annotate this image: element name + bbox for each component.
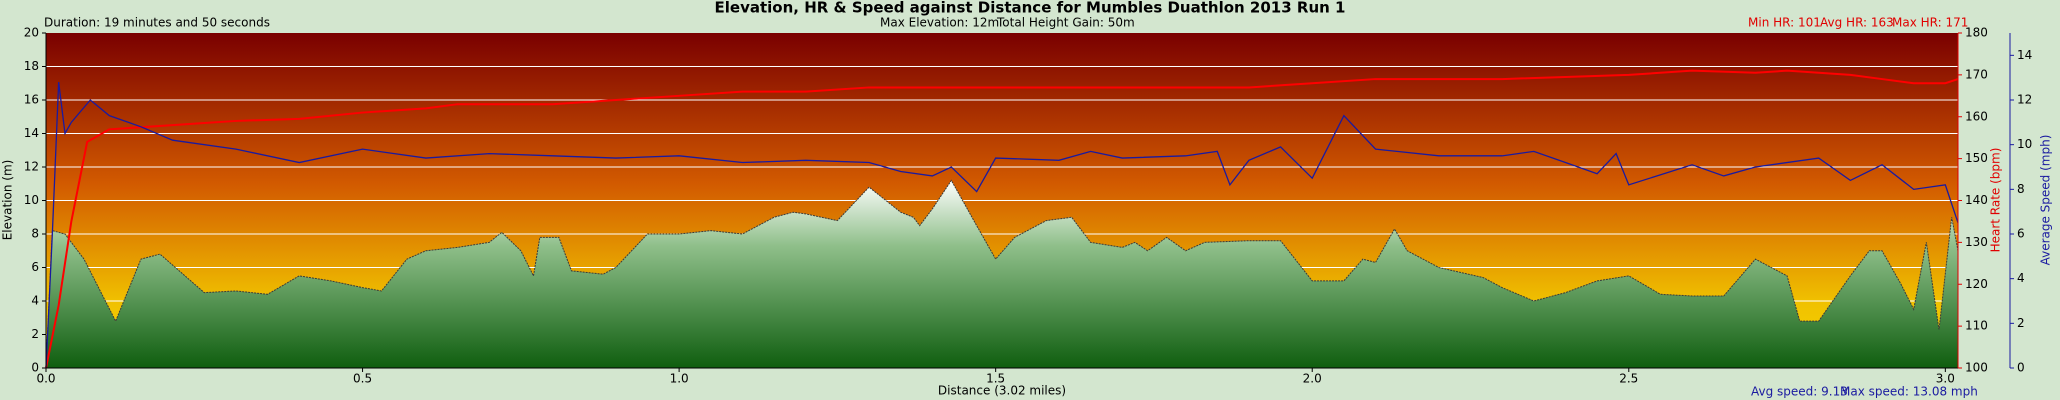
y3-axis-label: Average Speed (mph) bbox=[2039, 135, 2053, 266]
y3-tick-label: 14 bbox=[2017, 48, 2032, 62]
y2-axis-label: Heart Rate (bpm) bbox=[1989, 148, 2003, 253]
max-hr: Max HR: 171 bbox=[1892, 16, 1968, 30]
y3-tick-label: 8 bbox=[2017, 182, 2025, 196]
y2-tick-label: 120 bbox=[1965, 277, 1988, 291]
max-speed: Max speed: 13.08 mph bbox=[1840, 385, 1978, 399]
y-tick-label: 4 bbox=[31, 294, 39, 308]
y2-tick-label: 160 bbox=[1965, 109, 1988, 123]
chart-title: Elevation, HR & Speed against Distance f… bbox=[715, 0, 1346, 17]
y2-tick-label: 110 bbox=[1965, 319, 1988, 333]
y-tick-label: 16 bbox=[24, 93, 39, 107]
duration: Duration: 19 minutes and 50 seconds bbox=[44, 16, 270, 30]
y2-tick-label: 180 bbox=[1965, 26, 1988, 40]
y-tick-label: 6 bbox=[31, 260, 39, 274]
avg-hr: Avg HR: 163 bbox=[1820, 16, 1894, 30]
elevation-area bbox=[45, 179, 1959, 369]
y-tick-label: 2 bbox=[31, 327, 39, 341]
speed-line bbox=[45, 82, 1959, 369]
min-hr: Min HR: 101 bbox=[1748, 16, 1821, 30]
y2-tick-label: 150 bbox=[1965, 151, 1988, 165]
y-tick-label: 18 bbox=[24, 59, 39, 73]
y3-tick-label: 0 bbox=[2017, 361, 2025, 375]
y-tick-label: 14 bbox=[24, 126, 39, 140]
x-tick-label: 2.0 bbox=[1303, 372, 1322, 386]
y3-tick-label: 10 bbox=[2017, 137, 2032, 151]
y3-tick-label: 12 bbox=[2017, 93, 2032, 107]
avg-speed: Avg speed: 9.13 bbox=[1751, 385, 1848, 399]
y3-tick-label: 6 bbox=[2017, 227, 2025, 241]
y3-tick-label: 4 bbox=[2017, 271, 2025, 285]
y3-tick-label: 2 bbox=[2017, 316, 2025, 330]
x-tick-label: 1.5 bbox=[986, 372, 1005, 386]
max-elevation: Max Elevation: 12m bbox=[880, 16, 999, 30]
x-tick-label: 0.5 bbox=[353, 372, 372, 386]
y-tick-label: 20 bbox=[24, 26, 39, 40]
height-gain: Total Height Gain: 50m bbox=[996, 16, 1135, 30]
y-axis-label: Elevation (m) bbox=[1, 160, 15, 241]
y-tick-label: 12 bbox=[24, 160, 39, 174]
x-tick-label: 0.0 bbox=[36, 372, 55, 386]
x-tick-label: 3.0 bbox=[1936, 372, 1955, 386]
y-tick-label: 0 bbox=[31, 361, 39, 375]
heart-rate-line bbox=[45, 69, 1959, 369]
y2-tick-label: 130 bbox=[1965, 235, 1988, 249]
y2-tick-label: 100 bbox=[1965, 361, 1988, 375]
x-tick-label: 1.0 bbox=[670, 372, 689, 386]
x-axis-label: Distance (3.02 miles) bbox=[938, 384, 1066, 398]
y2-tick-label: 140 bbox=[1965, 193, 1988, 207]
y-tick-label: 10 bbox=[24, 193, 39, 207]
y-tick-label: 8 bbox=[31, 227, 39, 241]
y2-tick-label: 170 bbox=[1965, 67, 1988, 81]
x-tick-label: 2.5 bbox=[1619, 372, 1638, 386]
